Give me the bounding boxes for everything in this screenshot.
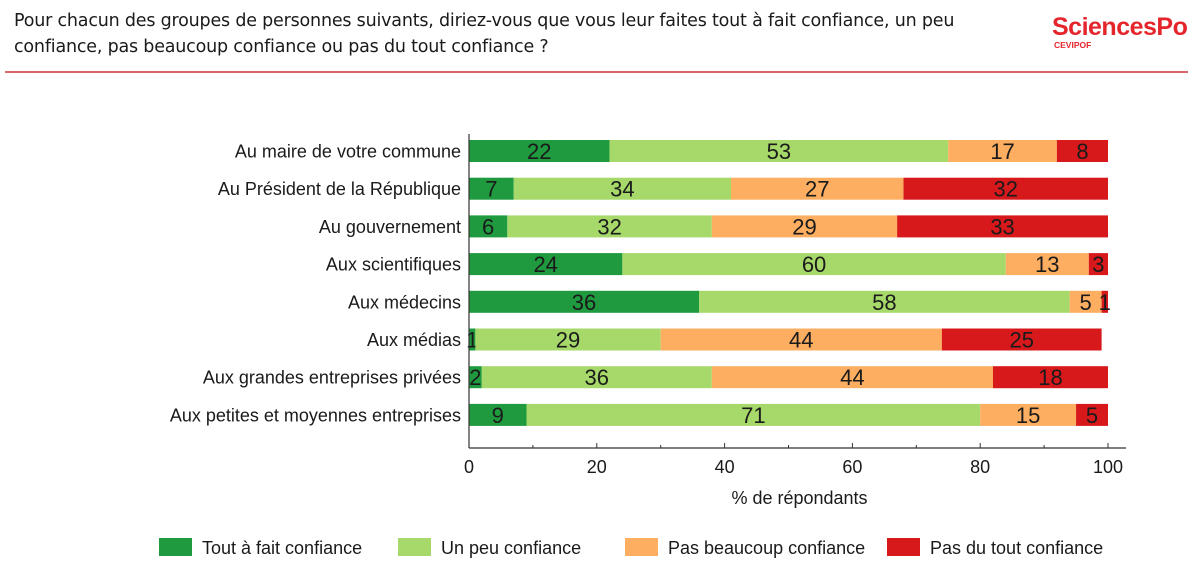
sciencespo-logo: SciencesPo CEVIPOF	[1052, 13, 1188, 50]
bar-segment	[1101, 290, 1108, 313]
bar-segment	[711, 366, 993, 389]
bar-segment	[711, 215, 898, 238]
x-axis: 0 20 40 60 80 100	[464, 134, 1126, 477]
x-tick-label: 80	[970, 457, 990, 477]
bar-segment	[1076, 403, 1108, 426]
data-label: 36	[572, 290, 596, 315]
bar-segment	[992, 366, 1108, 389]
bar-segment	[469, 366, 482, 389]
legend-swatch	[887, 538, 920, 556]
data-label: 1	[1099, 290, 1111, 315]
category-label: Au Président de la République	[218, 179, 461, 199]
bar-segment	[469, 177, 514, 200]
bar-segment	[1005, 253, 1089, 276]
data-label: 29	[792, 214, 816, 239]
bar-segment	[1069, 290, 1102, 313]
legend-label: Pas beaucoup confiance	[668, 538, 865, 558]
category-label: Aux médecins	[348, 292, 461, 312]
header-divider	[5, 71, 1188, 73]
data-label: 36	[585, 365, 609, 390]
bar-segment	[897, 215, 1108, 238]
data-label: 53	[767, 139, 791, 164]
data-label: 32	[994, 177, 1018, 202]
bar-segment	[941, 328, 1102, 351]
data-label: 44	[789, 328, 813, 353]
data-label: 15	[1016, 403, 1040, 428]
logo-main-text: SciencesPo	[1052, 13, 1188, 41]
legend-swatch	[398, 538, 431, 556]
data-label: 5	[1080, 290, 1092, 315]
survey-question: Pour chacun des groupes de personnes sui…	[14, 11, 955, 57]
x-tick-label: 100	[1093, 457, 1123, 477]
bar-segment	[699, 290, 1070, 313]
data-label: 22	[527, 139, 551, 164]
bar-segment	[469, 140, 610, 162]
bar-segment	[622, 253, 1006, 276]
bar-segment	[980, 403, 1077, 426]
data-label: 33	[990, 214, 1014, 239]
x-axis-title: % de répondants	[731, 488, 867, 508]
data-label: 3	[1092, 252, 1104, 277]
legend-label: Un peu confiance	[441, 538, 581, 558]
bar-segment	[469, 253, 623, 276]
bar-segment	[903, 177, 1108, 200]
bar-segment	[1056, 140, 1108, 162]
data-label: 32	[597, 214, 621, 239]
data-label: 13	[1035, 252, 1059, 277]
x-tick-label: 40	[715, 457, 735, 477]
data-label: 60	[802, 252, 826, 277]
bar-segment	[660, 328, 942, 351]
category-label: Aux petites et moyennes entreprises	[170, 405, 461, 425]
category-label: Au gouvernement	[319, 217, 461, 237]
category-label: Au maire de votre commune	[235, 142, 461, 162]
bar-segment	[469, 215, 508, 238]
data-label: 27	[805, 177, 829, 202]
legend-swatch	[625, 538, 658, 556]
data-label: 58	[872, 290, 896, 315]
data-label: 7	[485, 177, 497, 202]
bar-segment	[948, 140, 1057, 162]
bar-segment	[609, 140, 949, 162]
x-tick-label: 60	[842, 457, 862, 477]
bar-segment	[469, 328, 476, 351]
legend-label: Pas du tout confiance	[930, 538, 1103, 558]
data-label: 24	[533, 252, 557, 277]
bar-segment	[730, 177, 904, 200]
bar-segment	[526, 403, 981, 426]
bar-segment	[513, 177, 731, 200]
legend-swatch	[159, 538, 192, 556]
category-labels: Au maire de votre commune Au Président de…	[170, 142, 461, 426]
data-label: 25	[1009, 328, 1033, 353]
category-label: Aux médias	[367, 330, 461, 350]
data-label: 34	[610, 177, 634, 202]
data-label: 2	[469, 365, 481, 390]
bar-segment	[1088, 253, 1108, 276]
legend-label: Tout à fait confiance	[202, 538, 362, 558]
data-label: 44	[840, 365, 864, 390]
bar-segment	[469, 403, 527, 426]
bar-segment	[481, 366, 712, 389]
category-label: Aux grandes entreprises privées	[203, 368, 461, 388]
data-label: 29	[556, 328, 580, 353]
data-label: 17	[990, 139, 1014, 164]
data-label: 8	[1076, 139, 1088, 164]
bar-segment	[507, 215, 712, 238]
data-label: 18	[1038, 365, 1062, 390]
data-label: 6	[482, 214, 494, 239]
data-label: 5	[1086, 403, 1098, 428]
logo-sub-text: CEVIPOF	[1054, 40, 1092, 50]
data-label: 9	[492, 403, 504, 428]
data-label: 71	[741, 403, 765, 428]
bar-segment	[469, 290, 700, 313]
legend: Tout à fait confiance Un peu confiance Pas…	[159, 538, 1103, 558]
x-tick-label: 0	[464, 457, 474, 477]
category-label: Aux scientifiques	[326, 255, 461, 275]
x-tick-label: 20	[587, 457, 607, 477]
bar-segment	[475, 328, 661, 351]
